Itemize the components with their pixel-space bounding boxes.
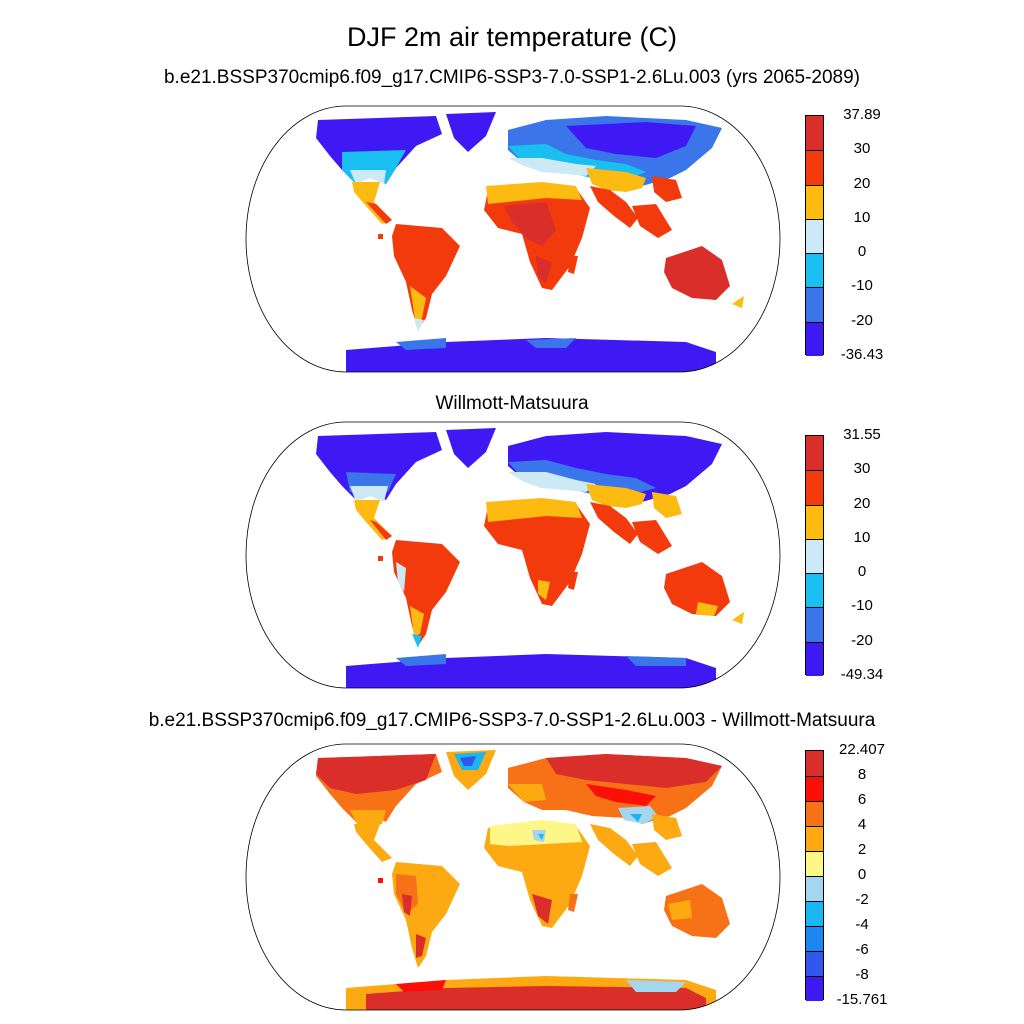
panel-3-title: b.e21.BSSP370cmip6.f09_g17.CMIP6-SSP3-7.… <box>148 710 876 731</box>
colorbar-label: 20 <box>853 494 871 512</box>
colorbar-label: 4 <box>857 816 867 833</box>
europe-asia <box>508 754 722 876</box>
colorbar-label: -10 <box>851 597 873 615</box>
colorbar-swatch <box>806 321 823 356</box>
colorbar-swatch <box>806 116 823 151</box>
australia <box>664 246 744 308</box>
colorbar-swatch <box>806 851 823 876</box>
colorbar-label: -10 <box>851 277 873 295</box>
map-panel-3 <box>245 743 781 1011</box>
map-outline <box>245 421 781 689</box>
colorbar-swatch <box>806 776 823 801</box>
south-america <box>378 224 460 332</box>
africa <box>484 820 590 928</box>
colorbar-label: 0 <box>857 563 867 581</box>
colorbar-swatch <box>806 287 823 322</box>
colorbar-label: -49.34 <box>840 666 884 683</box>
colorbar-box <box>805 750 824 1001</box>
colorbar-label: 8 <box>857 766 867 783</box>
australia <box>664 562 744 624</box>
colorbar-label: 0 <box>857 243 867 261</box>
colorbar-swatch <box>806 826 823 851</box>
colorbar-label: 37.89 <box>843 106 881 123</box>
colorbar-label: -15.761 <box>836 991 888 1008</box>
greenland <box>446 750 496 790</box>
colorbar-swatch <box>806 976 823 1001</box>
colorbar-label: 30 <box>853 460 871 478</box>
colorbar-label: 30 <box>853 140 871 158</box>
colorbar-label: 2 <box>857 841 867 858</box>
panel-1-title: b.e21.BSSP370cmip6.f09_g17.CMIP6-SSP3-7.… <box>163 67 861 88</box>
colorbar-box <box>805 115 824 356</box>
colorbar-label: -36.43 <box>840 346 884 363</box>
colorbar-label: 20 <box>853 174 871 192</box>
colorbar-swatch <box>806 504 823 539</box>
map-panel-2 <box>245 421 781 689</box>
colorbar-label: 10 <box>853 528 871 546</box>
greenland <box>446 112 496 152</box>
map-panel-1 <box>245 105 781 373</box>
colorbar-label: -6 <box>855 941 869 958</box>
map-outline <box>245 105 781 373</box>
colorbar-label: -8 <box>855 966 869 983</box>
colorbar-label: 22.407 <box>839 741 885 758</box>
colorbar-swatch <box>806 876 823 901</box>
colorbar-box <box>805 435 824 676</box>
panel-2-title: Willmott-Matsuura <box>435 393 589 414</box>
colorbar-label: -20 <box>851 631 873 649</box>
europe-asia <box>508 116 722 238</box>
colorbar-swatch <box>806 573 823 608</box>
colorbar-label: -2 <box>855 891 869 908</box>
south-america <box>378 862 460 968</box>
colorbar-swatch <box>806 951 823 976</box>
colorbar-label: -20 <box>851 311 873 329</box>
europe-asia <box>508 432 722 554</box>
antarctica <box>346 654 716 688</box>
north-america <box>316 432 442 540</box>
colorbar-swatch <box>806 901 823 926</box>
colorbar-swatch <box>806 926 823 951</box>
colorbar-label: 31.55 <box>843 426 881 443</box>
colorbar-label: 0 <box>857 866 867 883</box>
colorbar-swatch <box>806 470 823 505</box>
figure-title: DJF 2m air temperature (C) <box>346 22 678 52</box>
colorbar-swatch <box>806 184 823 219</box>
greenland <box>446 428 496 468</box>
north-america <box>316 754 442 862</box>
colorbar-swatch <box>806 150 823 185</box>
south-america <box>378 540 460 648</box>
colorbar-label: 10 <box>853 208 871 226</box>
colorbar-label: 6 <box>857 791 867 808</box>
colorbar-swatch <box>806 801 823 826</box>
colorbar-swatch <box>806 218 823 254</box>
africa <box>484 498 590 606</box>
antarctica <box>346 338 716 372</box>
map-outline <box>245 743 781 1011</box>
colorbar-swatch <box>806 641 823 676</box>
colorbar-swatch <box>806 607 823 642</box>
antarctica <box>346 976 716 1010</box>
colorbar-swatch <box>806 751 823 776</box>
colorbar-swatch <box>806 253 823 288</box>
africa <box>484 182 590 290</box>
colorbar-swatch <box>806 538 823 574</box>
north-america <box>316 116 442 224</box>
colorbar-label: -4 <box>855 916 869 933</box>
australia <box>664 884 730 938</box>
colorbar-swatch <box>806 436 823 471</box>
